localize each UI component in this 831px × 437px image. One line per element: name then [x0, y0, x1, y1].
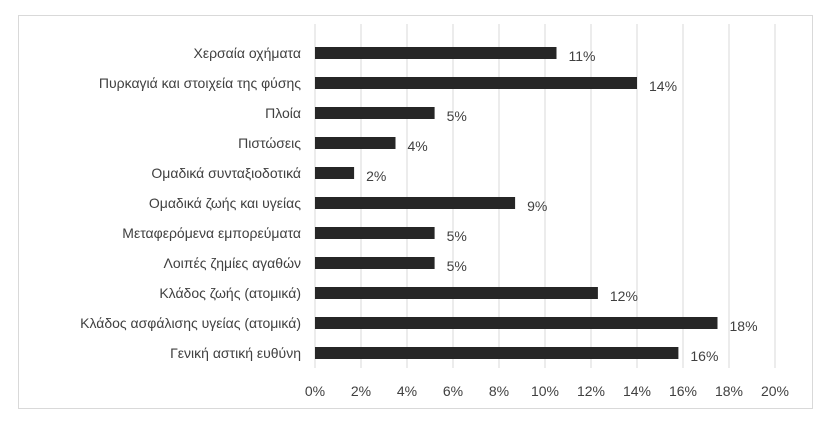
category-label: Γενική αστική ευθύνη — [170, 345, 301, 361]
data-label: 12% — [610, 288, 638, 304]
bars — [315, 47, 718, 359]
category-label: Πιστώσεις — [238, 135, 301, 151]
x-tick-label: 10% — [531, 383, 559, 399]
category-labels: Χερσαία οχήματα Πυρκαγιά και στοιχεία της… — [80, 45, 301, 361]
category-label: Κλάδος ασφάλισης υγείας (ατομικά) — [80, 315, 301, 331]
x-tick-label: 4% — [397, 383, 417, 399]
data-labels: 11% 14% 5% 4% 2% 9% 5% 5% 12% 18% 16% — [366, 48, 757, 364]
data-label: 9% — [527, 198, 547, 214]
category-label: Χερσαία οχήματα — [193, 45, 301, 61]
x-tick-label: 2% — [351, 383, 371, 399]
x-tick-label: 20% — [761, 383, 789, 399]
data-label: 2% — [366, 168, 386, 184]
data-label: 5% — [447, 258, 467, 274]
bar — [315, 107, 435, 119]
bar-chart: Χερσαία οχήματα Πυρκαγιά και στοιχεία της… — [80, 24, 789, 399]
bar — [315, 47, 557, 59]
x-tick-label: 6% — [443, 383, 463, 399]
x-tick-label: 12% — [577, 383, 605, 399]
data-label: 11% — [569, 48, 596, 64]
data-label: 16% — [690, 348, 718, 364]
chart-frame: Χερσαία οχήματα Πυρκαγιά και στοιχεία της… — [18, 15, 813, 409]
bar — [315, 227, 435, 239]
category-label: Κλάδος ζωής (ατομικά) — [159, 285, 301, 301]
category-label: Ομαδικά συνταξιοδοτικά — [151, 165, 301, 181]
data-label: 4% — [408, 138, 428, 154]
bar — [315, 197, 516, 209]
gridlines — [314, 24, 776, 368]
bar — [315, 287, 598, 299]
bar — [315, 317, 718, 329]
x-tick-label: 14% — [623, 383, 651, 399]
category-label: Πυρκαγιά και στοιχεία της φύσης — [99, 75, 301, 91]
bar — [315, 347, 679, 359]
x-axis-tick-labels: 0% 2% 4% 6% 8% 10% 12% 14% 16% 18% 20% — [305, 383, 789, 399]
data-label: 5% — [447, 228, 467, 244]
category-label: Πλοία — [265, 105, 301, 121]
category-label: Ομαδικά ζωής και υγείας — [149, 195, 301, 211]
x-tick-label: 16% — [669, 383, 697, 399]
x-tick-label: 18% — [715, 383, 743, 399]
bar — [315, 77, 637, 89]
data-label: 14% — [649, 78, 677, 94]
x-tick-label: 0% — [305, 383, 325, 399]
data-label: 18% — [730, 318, 758, 334]
bar — [315, 257, 435, 269]
data-label: 5% — [447, 108, 467, 124]
category-label: Λοιπές ζημίες αγαθών — [164, 255, 301, 271]
category-label: Μεταφερόμενα εμπορεύματα — [122, 225, 301, 241]
x-tick-label: 8% — [489, 383, 509, 399]
bar — [315, 137, 396, 149]
bar — [315, 167, 355, 179]
